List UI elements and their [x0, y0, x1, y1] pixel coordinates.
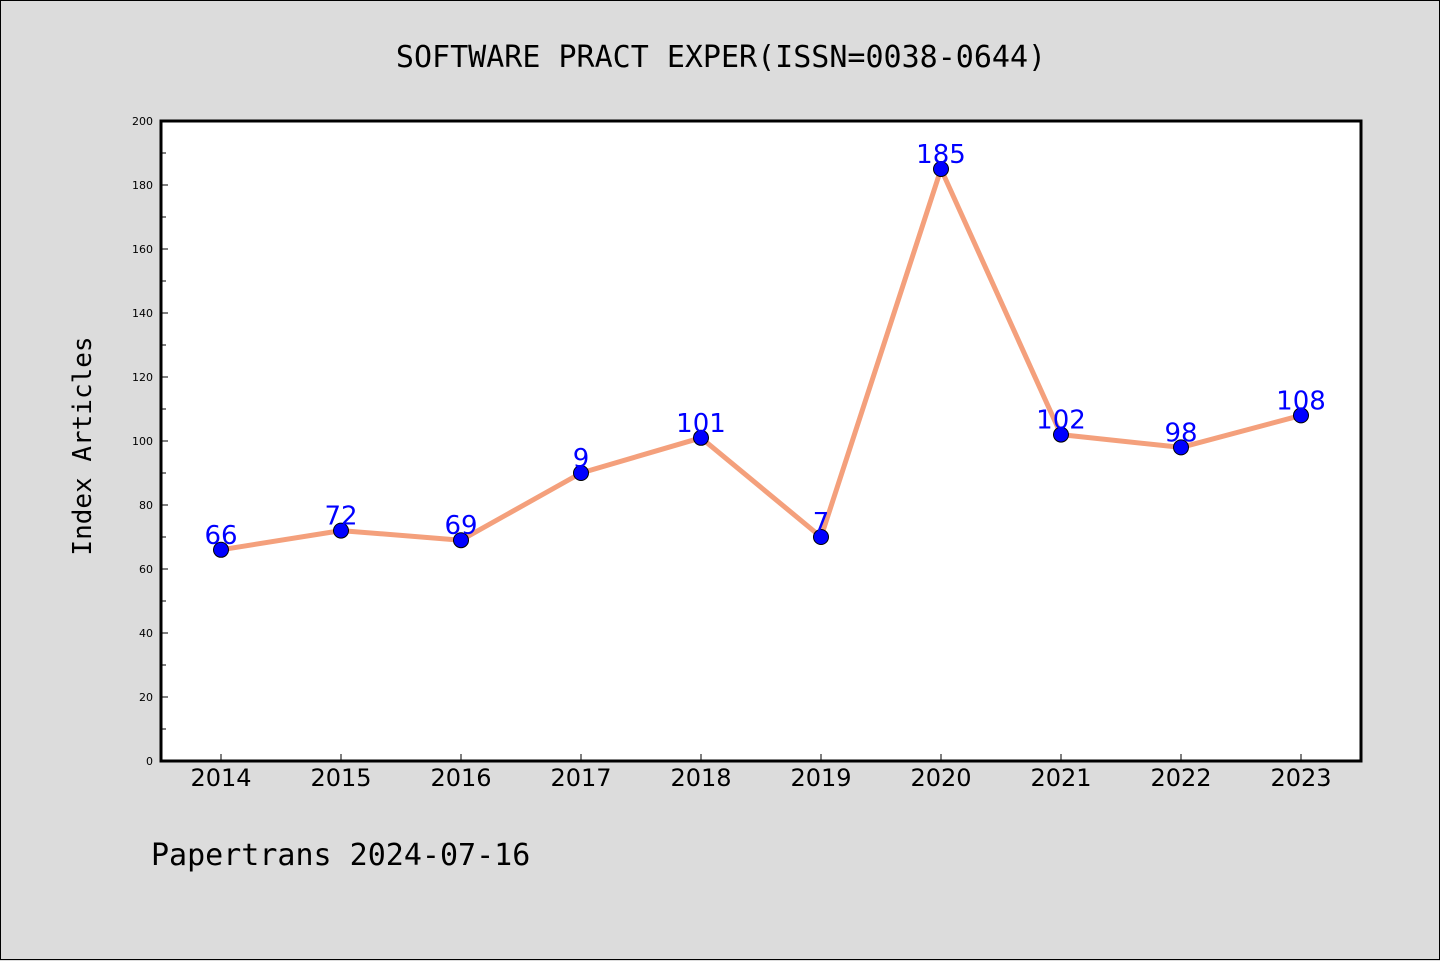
y-tick-label: 120	[132, 371, 153, 384]
data-label: 101	[676, 409, 726, 439]
data-point	[213, 541, 229, 558]
x-tick-label: 2017	[550, 764, 611, 792]
data-label: 108	[1276, 386, 1326, 416]
y-tick-label: 0	[146, 755, 153, 768]
x-tick-label: 2022	[1150, 764, 1211, 792]
y-tick-label: 80	[139, 499, 153, 512]
y-tick-label: 40	[139, 627, 153, 640]
x-tick-label: 2014	[190, 764, 251, 792]
data-point	[573, 465, 589, 481]
x-tick-label: 2020	[910, 764, 971, 792]
x-tick-label: 2019	[790, 764, 851, 792]
x-axis-ticks: 2014 2015 2016 2017 2018 2019 2020 2021 2022 2023	[190, 754, 1332, 792]
data-point	[333, 522, 349, 539]
data-label: 102	[1036, 406, 1086, 436]
data-point	[453, 532, 469, 549]
data-point	[813, 529, 829, 545]
data-label: 69	[444, 511, 477, 541]
y-tick-label: 60	[139, 563, 153, 576]
series-group: 66 72 69 9 101 7 185 102 98 108	[204, 140, 1326, 558]
x-tick-label: 2023	[1270, 764, 1331, 792]
y-tick-label: 100	[132, 435, 153, 448]
data-point	[1293, 407, 1309, 424]
y-tick-label: 140	[132, 307, 153, 320]
data-point	[1053, 426, 1069, 443]
x-tick-label: 2018	[670, 764, 731, 792]
data-label: 98	[1164, 418, 1197, 448]
y-tick-label: 200	[132, 115, 153, 128]
data-point	[1173, 439, 1189, 456]
data-label: 72	[324, 502, 357, 532]
data-point	[693, 429, 709, 446]
data-label: 7	[813, 508, 830, 538]
footer-text: Papertrans 2024-07-16	[151, 838, 530, 873]
plot-area	[161, 121, 1361, 761]
chart-title: SOFTWARE PRACT EXPER(ISSN=0038-0644)	[396, 40, 1046, 75]
x-tick-label: 2016	[430, 764, 491, 792]
y-axis-label: Index Articles	[68, 336, 98, 555]
data-label: 185	[916, 140, 966, 170]
y-tick-label: 160	[132, 243, 153, 256]
data-label: 9	[573, 444, 590, 474]
series-line	[218, 166, 1304, 553]
data-point	[933, 161, 949, 177]
x-tick-label: 2021	[1030, 764, 1091, 792]
plot-border	[159, 119, 1363, 763]
y-tick-label: 180	[132, 179, 153, 192]
x-tick-label: 2015	[310, 764, 371, 792]
y-tick-label: 20	[139, 691, 153, 704]
data-label: 66	[204, 521, 237, 551]
